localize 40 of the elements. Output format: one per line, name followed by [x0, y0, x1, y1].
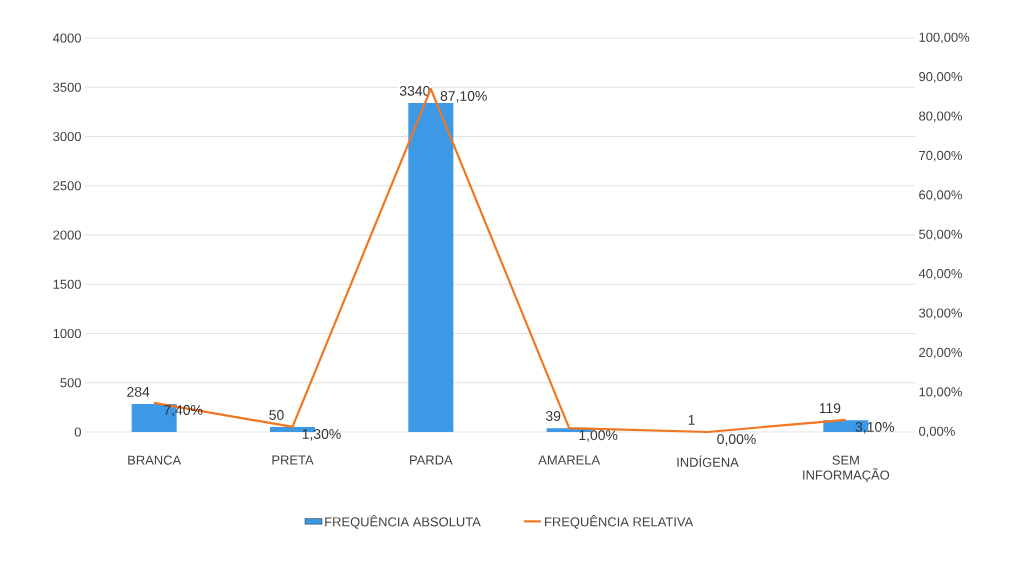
data-label: 3340: [399, 85, 430, 96]
y2-tick-label: 70,00%: [919, 150, 962, 162]
y2-tick-label: 100,00%: [919, 32, 970, 44]
y-tick-label: 1000: [53, 328, 81, 339]
data-label: 87,10%: [440, 91, 487, 103]
data-label: 1,30%: [302, 429, 341, 441]
y-tick-label: 3500: [53, 82, 81, 92]
data-label: 119: [819, 403, 841, 414]
x-tick-label: SEM INFORMAÇÃO: [803, 455, 890, 483]
y2-tick-label: 50,00%: [919, 229, 962, 241]
y2-tick-label: 20,00%: [919, 347, 962, 359]
y-tick-label: 2500: [53, 181, 81, 191]
y2-tick-label: 80,00%: [919, 111, 962, 123]
data-label: 7,40%: [164, 405, 203, 417]
x-tick-label: PRETA: [272, 455, 314, 465]
data-label: 50: [269, 409, 284, 420]
data-label: 1: [688, 415, 695, 425]
y2-tick-label: 40,00%: [918, 269, 962, 280]
data-label: 0,00%: [717, 434, 756, 446]
x-tick-label: BRANCA: [128, 455, 182, 465]
y-tick-label: 3000: [53, 131, 81, 142]
y2-tick-label: 30,00%: [919, 308, 962, 320]
x-tick-label: AMARELA: [538, 455, 601, 465]
data-label: 284: [127, 386, 150, 397]
data-label: 1,00%: [579, 430, 618, 442]
y2-tick-label: 90,00%: [919, 72, 962, 83]
y-tick-label: 0: [74, 427, 81, 437]
y-tick-label: 4000: [52, 33, 81, 43]
y2-tick-label: 10,00%: [919, 387, 962, 398]
x-tick-label: PARDA: [410, 455, 453, 465]
y-tick-label: 500: [60, 378, 81, 388]
y2-tick-label: 0,00%: [919, 426, 955, 438]
bar: [408, 103, 454, 432]
y2-tick-label: 60,00%: [919, 190, 962, 201]
data-label: 39: [545, 411, 561, 421]
legend-label: FREQUÊNCIA RELATIVA: [545, 514, 694, 529]
x-tick-label: INDÍGENA: [677, 455, 739, 467]
y-tick-label: 2000: [53, 230, 81, 240]
legend-label: FREQUÊNCIA ABSOLUTA: [325, 514, 481, 529]
y-tick-label: 1500: [53, 279, 81, 289]
